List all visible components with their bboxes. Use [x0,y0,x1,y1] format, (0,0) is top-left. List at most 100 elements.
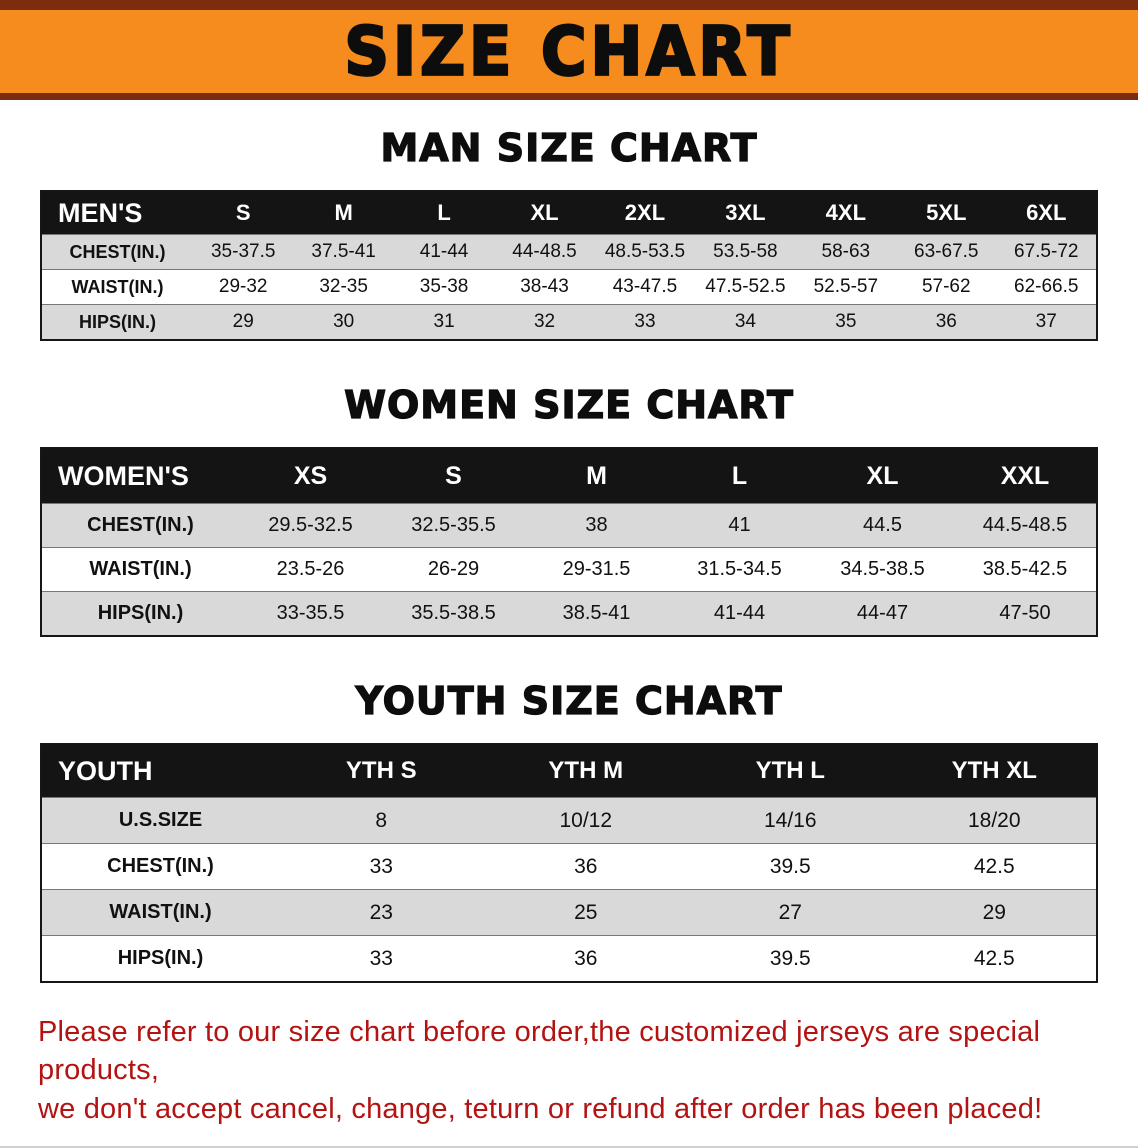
column-header: S [382,448,525,504]
cell: 41 [668,503,811,548]
cell: 31 [393,304,495,340]
row-label: U.S.SIZE [41,797,279,844]
cell: 25 [483,889,688,936]
cell: 23.5-26 [239,547,382,592]
cell: 35-37.5 [193,234,294,270]
column-header: L [393,191,495,235]
row-label: HIPS(IN.) [41,591,239,636]
cell: 34 [695,304,796,340]
table-row: U.S.SIZE 8 10/12 14/16 18/20 [41,797,1097,844]
cell: 23 [279,889,484,936]
table-row: CHEST(IN.) 33 36 39.5 42.5 [41,843,1097,890]
column-header: XS [239,448,382,504]
cell: 57-62 [896,269,997,305]
cell: 36 [483,935,688,982]
cell: 38.5-42.5 [954,547,1097,592]
cell: 32-35 [293,269,394,305]
disclaimer: Please refer to our size chart before or… [38,1013,1104,1128]
cell: 42.5 [892,935,1097,982]
size-chart-sections: MAN SIZE CHART MEN'S S M L XL 2XL 3XL 4XL 5XL 6XL C… [0,125,1138,983]
cell: 26-29 [382,547,525,592]
disclaimer-line-2: we don't accept cancel, change, teturn o… [38,1092,1043,1125]
column-header: XXL [954,448,1097,504]
column-header: L [668,448,811,504]
column-header: XL [494,191,595,235]
cell: 32 [494,304,595,340]
cell: 8 [279,797,484,844]
cell: 30 [293,304,394,340]
table-row: WAIST(IN.) 23.5-26 26-29 29-31.5 31.5-34.5 34… [41,547,1097,592]
cell: 29 [892,889,1097,936]
cell: 31.5-34.5 [668,547,811,592]
cell: 29-32 [193,269,294,305]
cell: 44-48.5 [494,234,595,270]
table-row: HIPS(IN.) 33-35.5 35.5-38.5 38.5-41 41-44 44-… [41,591,1097,636]
column-header: 5XL [896,191,997,235]
cell: 37 [996,304,1097,340]
column-header: 6XL [996,191,1097,235]
disclaimer-line-1: Please refer to our size chart before or… [38,1016,1041,1087]
cell: 34.5-38.5 [811,547,954,592]
table-row: WAIST(IN.) 23 25 27 29 [41,889,1097,936]
column-header: YTH L [688,744,893,798]
cell: 67.5-72 [996,234,1097,270]
column-header: YTH S [279,744,484,798]
table-title-cell: YOUTH [41,744,279,798]
men-section-heading: MAN SIZE CHART [380,125,758,170]
cell: 47.5-52.5 [695,269,796,305]
table-row: WAIST(IN.) 29-32 32-35 35-38 38-43 43-47.5 47.… [41,269,1097,305]
row-label: HIPS(IN.) [41,304,193,340]
cell: 10/12 [483,797,688,844]
column-header: XL [811,448,954,504]
column-header: 3XL [695,191,796,235]
row-label: HIPS(IN.) [41,935,279,982]
section-women: WOMEN SIZE CHART WOMEN'S XS S M L XL XXL CHEST(I… [0,382,1138,637]
column-header: 2XL [594,191,696,235]
column-header: S [193,191,294,235]
cell: 44-47 [811,591,954,636]
banner: SIZE CHART [0,0,1138,100]
row-label: CHEST(IN.) [41,234,193,270]
cell: 39.5 [688,935,893,982]
cell: 52.5-57 [795,269,897,305]
cell: 18/20 [892,797,1097,844]
cell: 33 [279,935,484,982]
column-header: M [525,448,668,504]
cell: 41-44 [393,234,495,270]
row-label: WAIST(IN.) [41,269,193,305]
cell: 63-67.5 [896,234,997,270]
cell: 44.5 [811,503,954,548]
page-title: SIZE CHART [343,11,794,93]
youth-size-table: YOUTH YTH S YTH M YTH L YTH XL U.S.SIZE 8 10/12… [40,743,1098,983]
column-header: 4XL [795,191,897,235]
cell: 27 [688,889,893,936]
cell: 36 [483,843,688,890]
table-row: HIPS(IN.) 33 36 39.5 42.5 [41,935,1097,982]
cell: 32.5-35.5 [382,503,525,548]
cell: 42.5 [892,843,1097,890]
cell: 37.5-41 [293,234,394,270]
table-row: HIPS(IN.) 29 30 31 32 33 34 35 36 37 [41,304,1097,340]
cell: 29.5-32.5 [239,503,382,548]
women-size-table: WOMEN'S XS S M L XL XXL CHEST(IN.) 29.5-32.5 32.5… [40,447,1098,637]
cell: 33-35.5 [239,591,382,636]
cell: 44.5-48.5 [954,503,1097,548]
cell: 33 [279,843,484,890]
row-label: WAIST(IN.) [41,547,239,592]
cell: 14/16 [688,797,893,844]
table-title-cell: WOMEN'S [41,448,239,504]
youth-section-heading: YOUTH SIZE CHART [355,678,783,723]
cell: 33 [594,304,696,340]
cell: 43-47.5 [594,269,696,305]
table-title-cell: MEN'S [41,191,193,235]
cell: 38-43 [494,269,595,305]
table-header-row: YOUTH YTH S YTH M YTH L YTH XL [41,744,1097,798]
cell: 36 [896,304,997,340]
row-label: CHEST(IN.) [41,843,279,890]
cell: 29-31.5 [525,547,668,592]
table-header-row: WOMEN'S XS S M L XL XXL [41,448,1097,504]
column-header: YTH M [483,744,688,798]
cell: 47-50 [954,591,1097,636]
men-size-table: MEN'S S M L XL 2XL 3XL 4XL 5XL 6XL CHEST(IN.) 35-37… [40,190,1098,341]
